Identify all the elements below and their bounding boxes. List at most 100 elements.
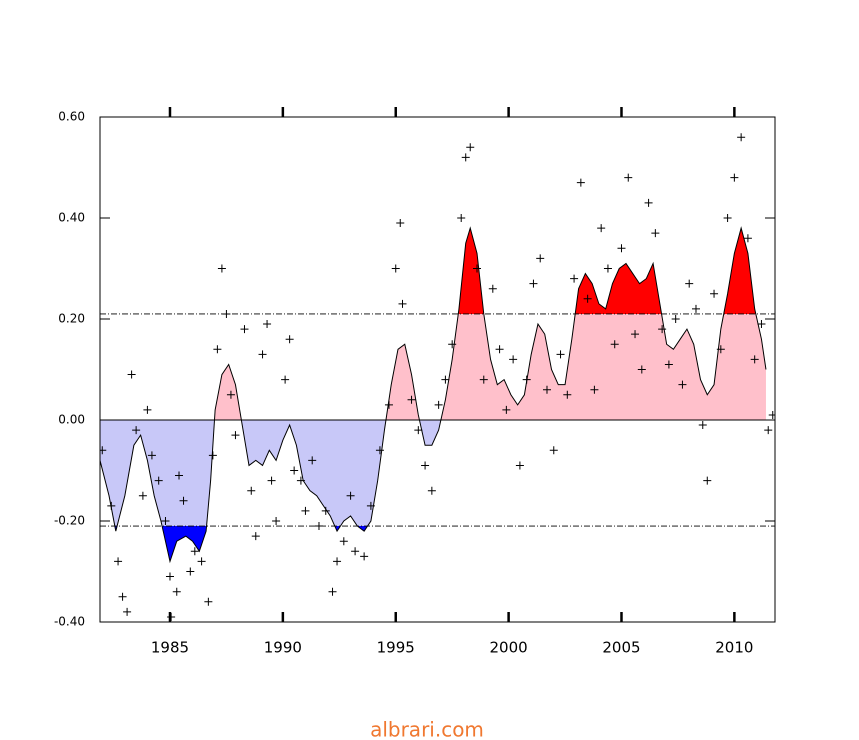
x-tick-label: 2000 <box>490 639 528 657</box>
data-point <box>671 315 680 323</box>
data-point <box>360 552 369 561</box>
data-point <box>258 350 267 359</box>
data-point <box>407 395 416 404</box>
data-point <box>441 375 450 384</box>
data-point <box>213 345 222 354</box>
data-point <box>251 532 260 541</box>
x-tick-label: 2005 <box>602 639 640 657</box>
y-tick-label: 0.00 <box>58 413 85 427</box>
data-point <box>285 335 294 344</box>
data-point <box>398 299 407 308</box>
data-point <box>764 426 773 435</box>
data-point <box>658 325 667 334</box>
area-below-threshold <box>114 526 368 562</box>
data-point <box>147 451 156 460</box>
area-below <box>100 420 766 562</box>
data-point <box>556 350 565 359</box>
data-point <box>175 471 184 480</box>
data-point <box>461 153 470 162</box>
data-point <box>737 133 746 142</box>
data-point <box>730 173 739 182</box>
data-point <box>502 405 511 414</box>
data-point <box>421 461 430 470</box>
data-point <box>427 486 436 495</box>
data-point <box>154 476 163 485</box>
data-point <box>396 219 405 228</box>
data-point <box>172 587 181 596</box>
data-point <box>321 506 330 515</box>
data-point <box>186 567 195 576</box>
data-point <box>750 355 759 364</box>
data-point <box>272 517 281 525</box>
data-point <box>488 284 497 293</box>
data-point <box>597 224 606 233</box>
data-point <box>678 380 687 389</box>
data-point <box>290 466 299 475</box>
data-point <box>366 501 375 510</box>
area-above <box>100 228 766 420</box>
data-point <box>107 501 116 510</box>
data-point <box>179 496 188 505</box>
y-tick-label: 0.40 <box>58 211 85 225</box>
x-tick-label: 2010 <box>715 639 753 657</box>
data-point <box>197 557 206 566</box>
data-point <box>240 325 249 334</box>
data-point <box>624 173 633 182</box>
data-point <box>308 456 317 465</box>
y-tick-label: 0.60 <box>58 110 85 124</box>
data-point <box>457 214 466 222</box>
data-point <box>267 476 276 485</box>
data-point <box>509 355 518 364</box>
data-point <box>644 198 653 207</box>
data-point <box>743 234 752 243</box>
data-point <box>247 486 256 495</box>
data-point <box>204 597 213 606</box>
x-tick-label: 1990 <box>264 639 302 657</box>
data-point <box>375 446 384 455</box>
data-point <box>100 446 107 455</box>
data-point <box>590 385 599 394</box>
data-point <box>570 274 579 283</box>
data-point <box>263 320 272 329</box>
data-point <box>631 330 640 339</box>
data-point <box>165 572 174 581</box>
data-point <box>346 491 355 500</box>
data-point <box>114 557 123 566</box>
x-tick-label: 1985 <box>151 639 189 657</box>
data-point <box>610 340 619 349</box>
data-point <box>118 592 127 601</box>
data-point <box>716 345 725 354</box>
data-point <box>138 491 147 500</box>
data-point <box>664 360 673 369</box>
data-point <box>391 264 400 273</box>
data-point <box>757 320 766 329</box>
data-point <box>434 400 443 409</box>
data-point <box>563 390 572 399</box>
data-point <box>448 340 457 349</box>
data-point <box>296 476 305 485</box>
data-point <box>143 405 152 414</box>
data-point <box>637 365 646 374</box>
smoothed-line <box>99 226 767 564</box>
data-point <box>123 607 132 616</box>
data-point <box>542 385 551 394</box>
data-point <box>339 537 348 546</box>
area-above-threshold <box>458 228 756 314</box>
data-point <box>328 587 337 596</box>
data-point <box>703 476 712 485</box>
data-point <box>333 557 342 566</box>
data-point <box>314 522 323 531</box>
data-point <box>222 309 231 318</box>
data-point <box>651 229 660 238</box>
data-point <box>226 390 235 399</box>
data-point <box>536 254 545 263</box>
y-tick-label: -0.20 <box>54 514 85 528</box>
data-point <box>473 264 482 273</box>
plot-frame <box>99 116 776 623</box>
x-tick-label: 1995 <box>377 639 415 657</box>
data-point <box>603 264 612 273</box>
data-point <box>529 279 538 288</box>
data-point <box>576 178 585 187</box>
data-point <box>549 446 558 455</box>
data-point <box>710 289 719 298</box>
